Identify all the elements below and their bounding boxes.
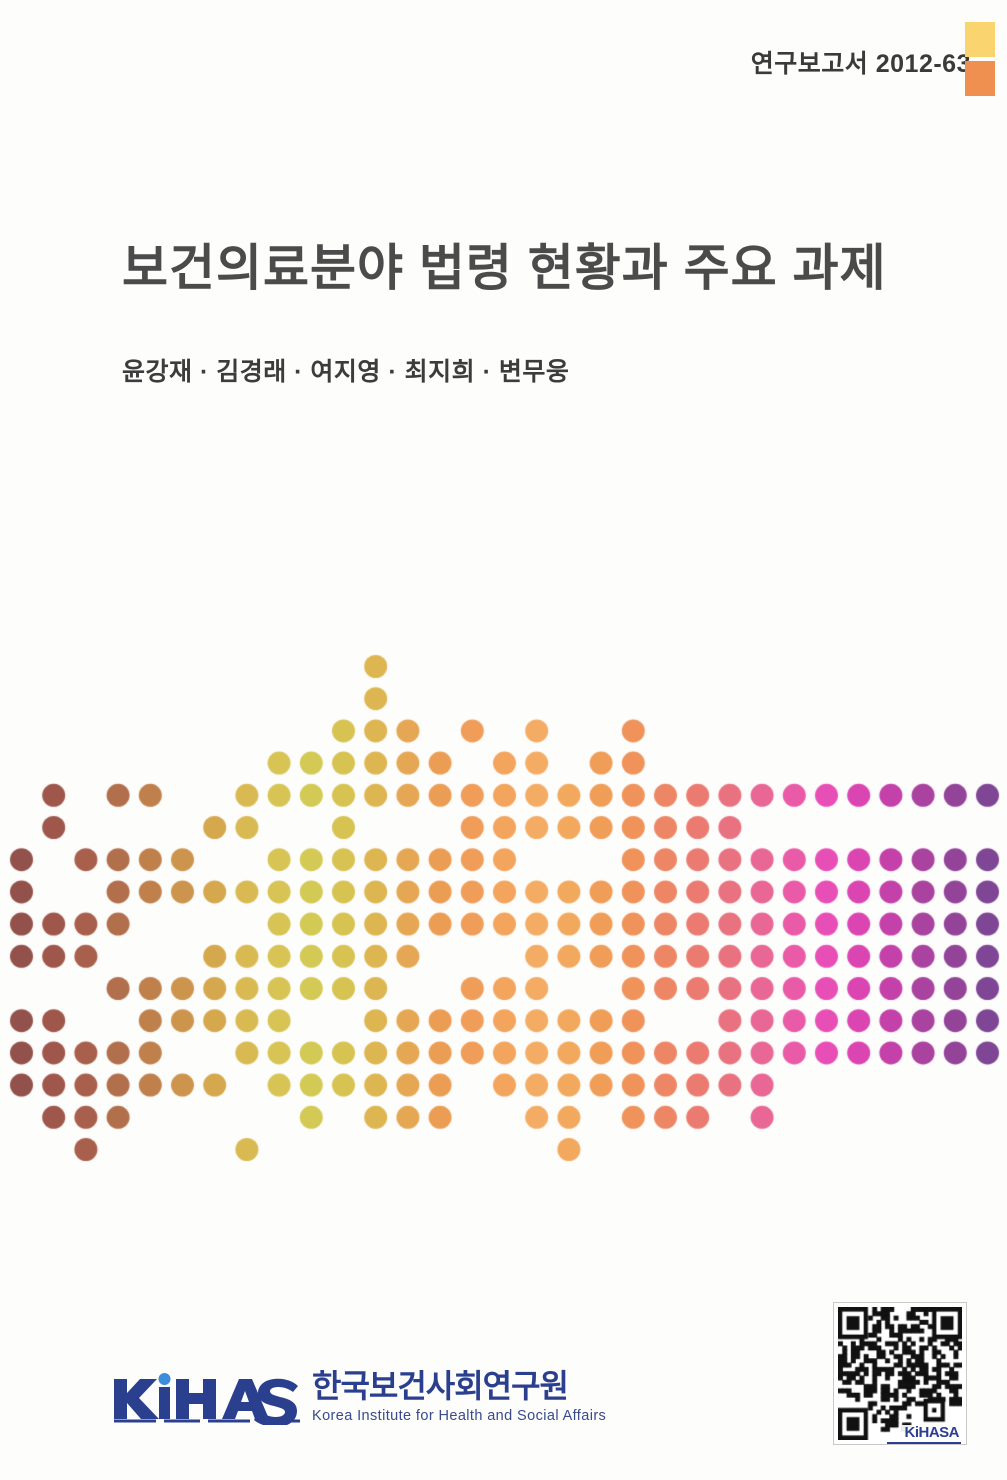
qr-code[interactable]: KiHASA	[833, 1302, 967, 1445]
report-series-label: 연구보고서 2012-63	[750, 50, 971, 78]
swatch-orange	[965, 61, 995, 96]
qr-embedded-logo-label: KiHASA	[902, 1424, 961, 1442]
report-series-header: 연구보고서 2012-63	[750, 50, 971, 78]
title-block: 보건의료분야 법령 현황과 주요 과제 윤강재 · 김경래 · 여지영 · 최지…	[122, 240, 947, 388]
publisher-name-block: 한국보건사회연구원 Korea Institute for Health and…	[312, 1370, 606, 1426]
qr-embedded-logo-underline	[887, 1442, 961, 1444]
page-title: 보건의료분야 법령 현황과 주요 과제	[122, 240, 887, 296]
color-swatch-stack	[965, 22, 995, 96]
swatch-yellow	[965, 22, 995, 57]
publisher-name-korean: 한국보건사회연구원	[312, 1367, 569, 1404]
kihasa-wordmark-icon	[112, 1369, 302, 1427]
author-list: 윤강재 · 김경래 · 여지영 · 최지희 · 변무웅	[122, 357, 570, 386]
publisher-name-english: Korea Institute for Health and Social Af…	[312, 1407, 607, 1424]
publisher-logo: 한국보건사회연구원 Korea Institute for Health and…	[112, 1369, 606, 1427]
qr-code-matrix	[838, 1307, 962, 1440]
